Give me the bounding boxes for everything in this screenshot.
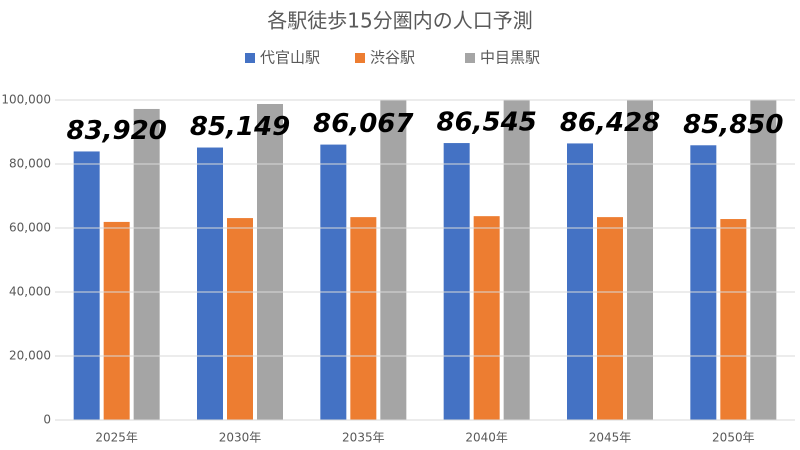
- bar: [720, 219, 747, 420]
- bar: [227, 218, 253, 420]
- legend-swatch: [465, 53, 475, 63]
- legend-swatch: [355, 53, 365, 63]
- bar: [473, 216, 500, 420]
- legend-label: 中目黒駅: [480, 49, 540, 67]
- x-tick-label: 2035年: [342, 431, 385, 445]
- bar: [503, 100, 530, 420]
- bar: [380, 100, 407, 420]
- bar: [750, 100, 777, 420]
- bar: [103, 221, 130, 420]
- bar: [597, 217, 623, 420]
- data-label: 85,149: [190, 112, 290, 142]
- y-tick-label: 20,000: [9, 349, 51, 363]
- bar: [320, 144, 347, 420]
- bar: [627, 100, 653, 420]
- y-tick-label: 100,000: [1, 93, 51, 107]
- legend-label: 代官山駅: [260, 49, 320, 67]
- bar: [133, 108, 160, 420]
- bar: [197, 147, 223, 420]
- y-tick-label: 40,000: [9, 285, 51, 299]
- bar: [690, 145, 717, 420]
- data-label: 86,545: [436, 108, 536, 138]
- bar: [443, 143, 470, 420]
- data-label: 86,067: [313, 109, 414, 139]
- y-tick-label: 0: [43, 413, 51, 427]
- bar: [350, 217, 377, 420]
- bar: [567, 143, 593, 420]
- data-label: 85,850: [683, 110, 783, 140]
- y-tick-label: 60,000: [9, 221, 51, 235]
- chart-title: 各駅徒歩15分圏内の人口予測: [267, 9, 532, 33]
- x-tick-label: 2030年: [219, 431, 262, 445]
- plot-area: [73, 100, 777, 420]
- x-tick-label: 2025年: [95, 431, 138, 445]
- x-tick-label: 2050年: [712, 431, 755, 445]
- data-label: 86,428: [560, 108, 660, 138]
- bar: [73, 151, 100, 420]
- legend-swatch: [245, 53, 255, 63]
- data-label: 83,920: [66, 116, 166, 146]
- legend-label: 渋谷駅: [370, 49, 415, 67]
- y-tick-label: 80,000: [9, 157, 51, 171]
- x-tick-label: 2040年: [465, 431, 508, 445]
- x-tick-label: 2045年: [589, 431, 632, 445]
- bar: [257, 104, 283, 420]
